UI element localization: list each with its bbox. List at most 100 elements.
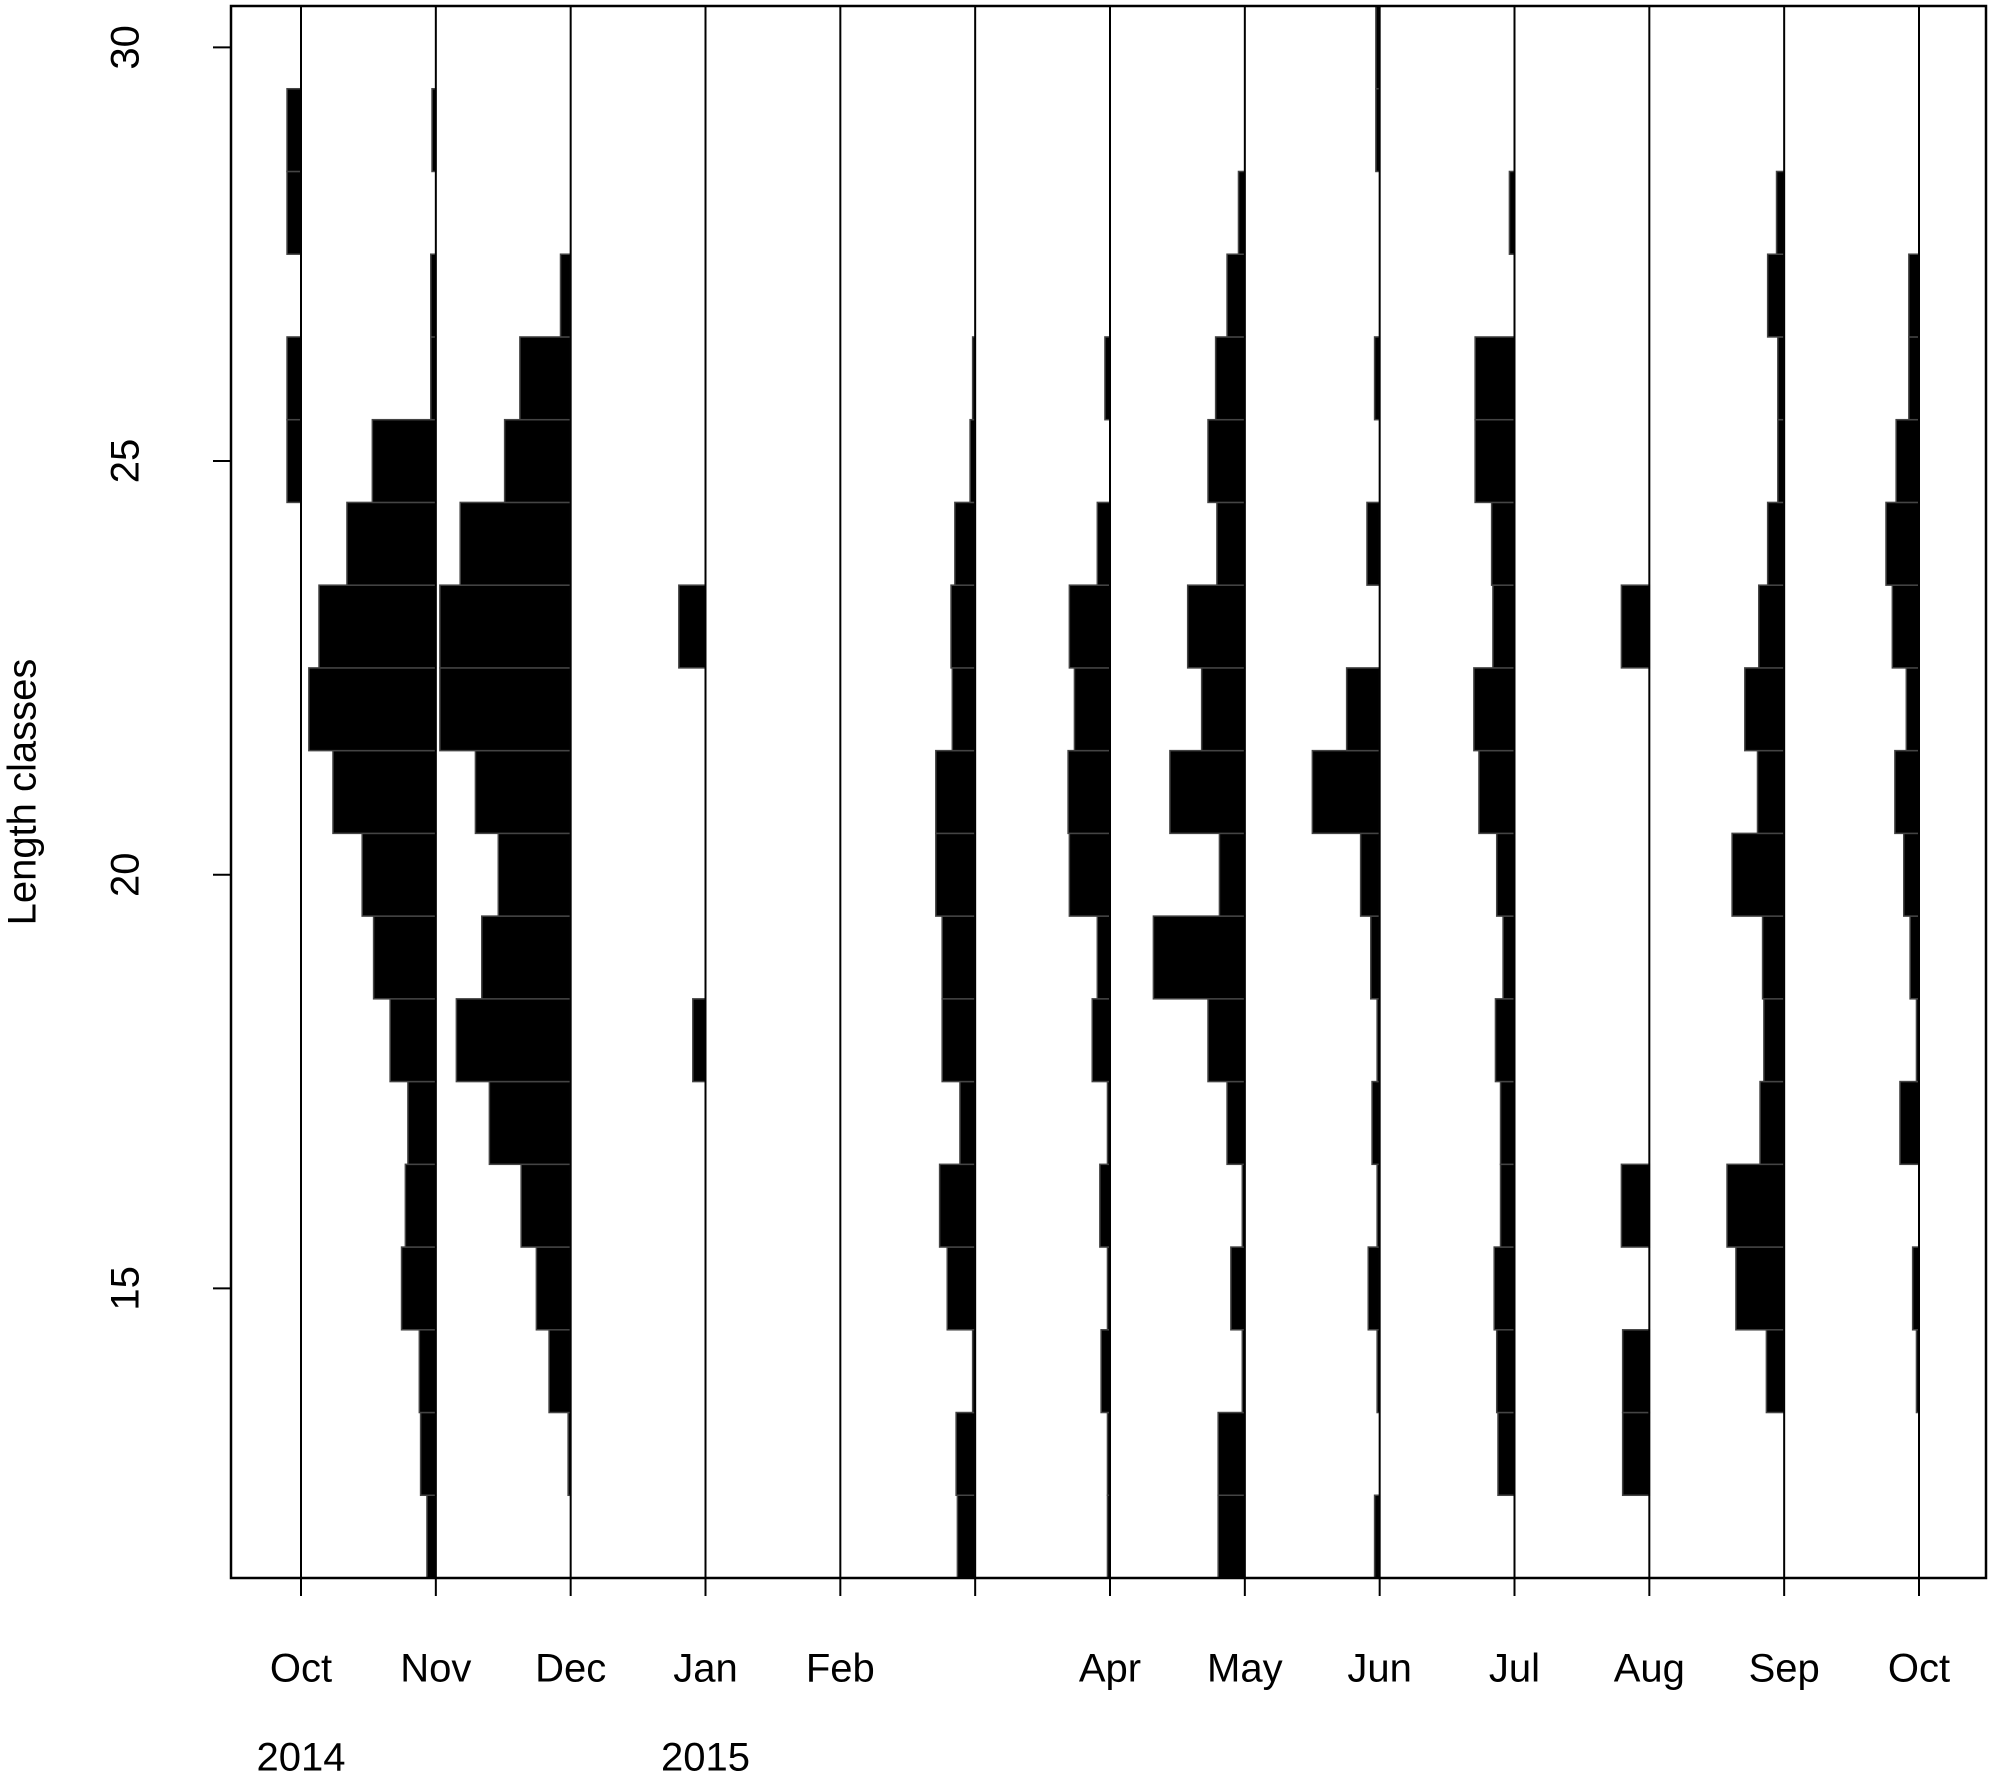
frequency-bar — [361, 832, 437, 917]
frequency-bar — [1230, 1246, 1246, 1331]
frequency-bar — [1735, 1246, 1785, 1331]
frequency-bar — [1068, 584, 1111, 669]
frequency-bar — [956, 1494, 976, 1579]
frequency-bar — [286, 418, 302, 504]
frequency-bar — [439, 667, 572, 752]
frequency-bar — [548, 1329, 572, 1414]
frequency-bar — [1474, 336, 1516, 421]
frequency-bar — [1495, 832, 1516, 917]
frequency-bar — [474, 749, 572, 835]
frequency-bar — [1186, 584, 1246, 669]
frequency-bar — [419, 1411, 437, 1497]
x-tick-label: Apr — [1079, 1647, 1141, 1691]
frequency-bar — [1759, 1080, 1785, 1166]
frequency-bar — [1217, 1494, 1246, 1579]
frequency-bar — [535, 1246, 572, 1331]
frequency-bar — [308, 667, 437, 752]
frequency-bar — [520, 1163, 572, 1248]
year-label: 2015 — [661, 1736, 750, 1780]
x-tick-label: Oct — [1888, 1647, 1950, 1691]
frequency-bar — [1068, 832, 1111, 917]
frequency-bar — [935, 832, 976, 917]
frequency-bar — [1756, 749, 1785, 835]
frequency-bar — [1744, 667, 1785, 752]
plot-frame — [229, 4, 1988, 1580]
frequency-bar — [1761, 915, 1785, 1000]
frequency-bar — [1311, 749, 1381, 835]
frequency-bar — [1359, 832, 1381, 917]
frequency-bar — [1766, 501, 1785, 586]
frequency-bar — [1214, 336, 1246, 421]
frequency-bar — [1073, 667, 1111, 752]
frequency-bar — [1169, 749, 1246, 835]
frequency-bar — [1499, 1163, 1516, 1248]
frequency-bar — [371, 418, 437, 504]
frequency-bar — [1899, 1080, 1920, 1166]
frequency-bar — [1731, 832, 1785, 917]
frequency-bar — [459, 501, 572, 586]
frequency-bar — [1726, 1163, 1785, 1248]
frequency-bar — [286, 170, 302, 255]
year-label: 2014 — [257, 1736, 346, 1780]
frequency-bar — [955, 1411, 976, 1497]
x-tick-label: Aug — [1614, 1647, 1685, 1691]
frequency-bar — [1894, 749, 1920, 835]
frequency-bar — [1226, 253, 1246, 338]
frequency-bar — [1763, 998, 1785, 1083]
frequency-bar — [1371, 1080, 1381, 1166]
frequency-bar — [951, 667, 976, 752]
frequency-bar — [481, 915, 572, 1000]
frequency-bar — [1620, 584, 1651, 669]
frequency-bar — [1100, 1329, 1111, 1414]
frequency-bar — [1473, 667, 1516, 752]
frequency-bar — [1908, 253, 1920, 338]
frequency-bar — [400, 1246, 437, 1331]
x-tick-label: Dec — [535, 1647, 606, 1691]
frequency-bar — [1091, 998, 1111, 1083]
y-tick-label: 20 — [104, 852, 148, 897]
frequency-bar — [1366, 501, 1381, 586]
y-tick-label: 15 — [104, 1266, 148, 1311]
frequency-bar — [946, 1246, 976, 1331]
frequency-bar — [1766, 253, 1785, 338]
frequency-bar — [959, 1080, 976, 1166]
frequency-bar — [1218, 832, 1246, 917]
frequency-bar — [1226, 1080, 1246, 1166]
frequency-bar — [1217, 1411, 1246, 1497]
frequency-bar — [935, 749, 976, 835]
frequency-bar — [1895, 418, 1920, 504]
frequency-bar — [439, 584, 572, 669]
frequency-bar — [1909, 915, 1920, 1000]
frequency-bar — [286, 336, 302, 421]
frequency-bar — [1495, 1329, 1516, 1414]
frequency-bar — [1207, 998, 1246, 1083]
frequency-bar — [678, 584, 707, 669]
x-tick-label: May — [1207, 1647, 1283, 1691]
frequency-bar — [407, 1080, 437, 1166]
frequency-bar — [1620, 1163, 1651, 1248]
x-tick-label: Jul — [1489, 1647, 1540, 1691]
frequency-bar — [1345, 667, 1381, 752]
frequency-bar — [1494, 998, 1516, 1083]
frequency-bar — [1474, 418, 1516, 504]
frequency-bar — [950, 584, 976, 669]
frequency-bar — [1497, 1411, 1516, 1497]
frequency-bar — [346, 501, 437, 586]
frequency-bar — [1067, 749, 1111, 835]
frequency-bar — [941, 915, 976, 1000]
frequency-bar — [1370, 915, 1381, 1000]
y-tick-label: 25 — [104, 439, 148, 484]
frequency-bar — [1200, 667, 1246, 752]
frequency-bar — [1216, 501, 1246, 586]
x-tick-label: Jan — [673, 1647, 738, 1691]
frequency-bar — [1891, 584, 1920, 669]
frequency-bar — [519, 336, 572, 421]
frequency-bar — [692, 998, 707, 1083]
frequency-bar — [1096, 915, 1111, 1000]
y-tick-label: 30 — [104, 25, 148, 70]
frequency-bar — [1621, 1329, 1651, 1414]
frequency-bar — [1885, 501, 1920, 586]
frequency-bar — [1490, 501, 1516, 586]
